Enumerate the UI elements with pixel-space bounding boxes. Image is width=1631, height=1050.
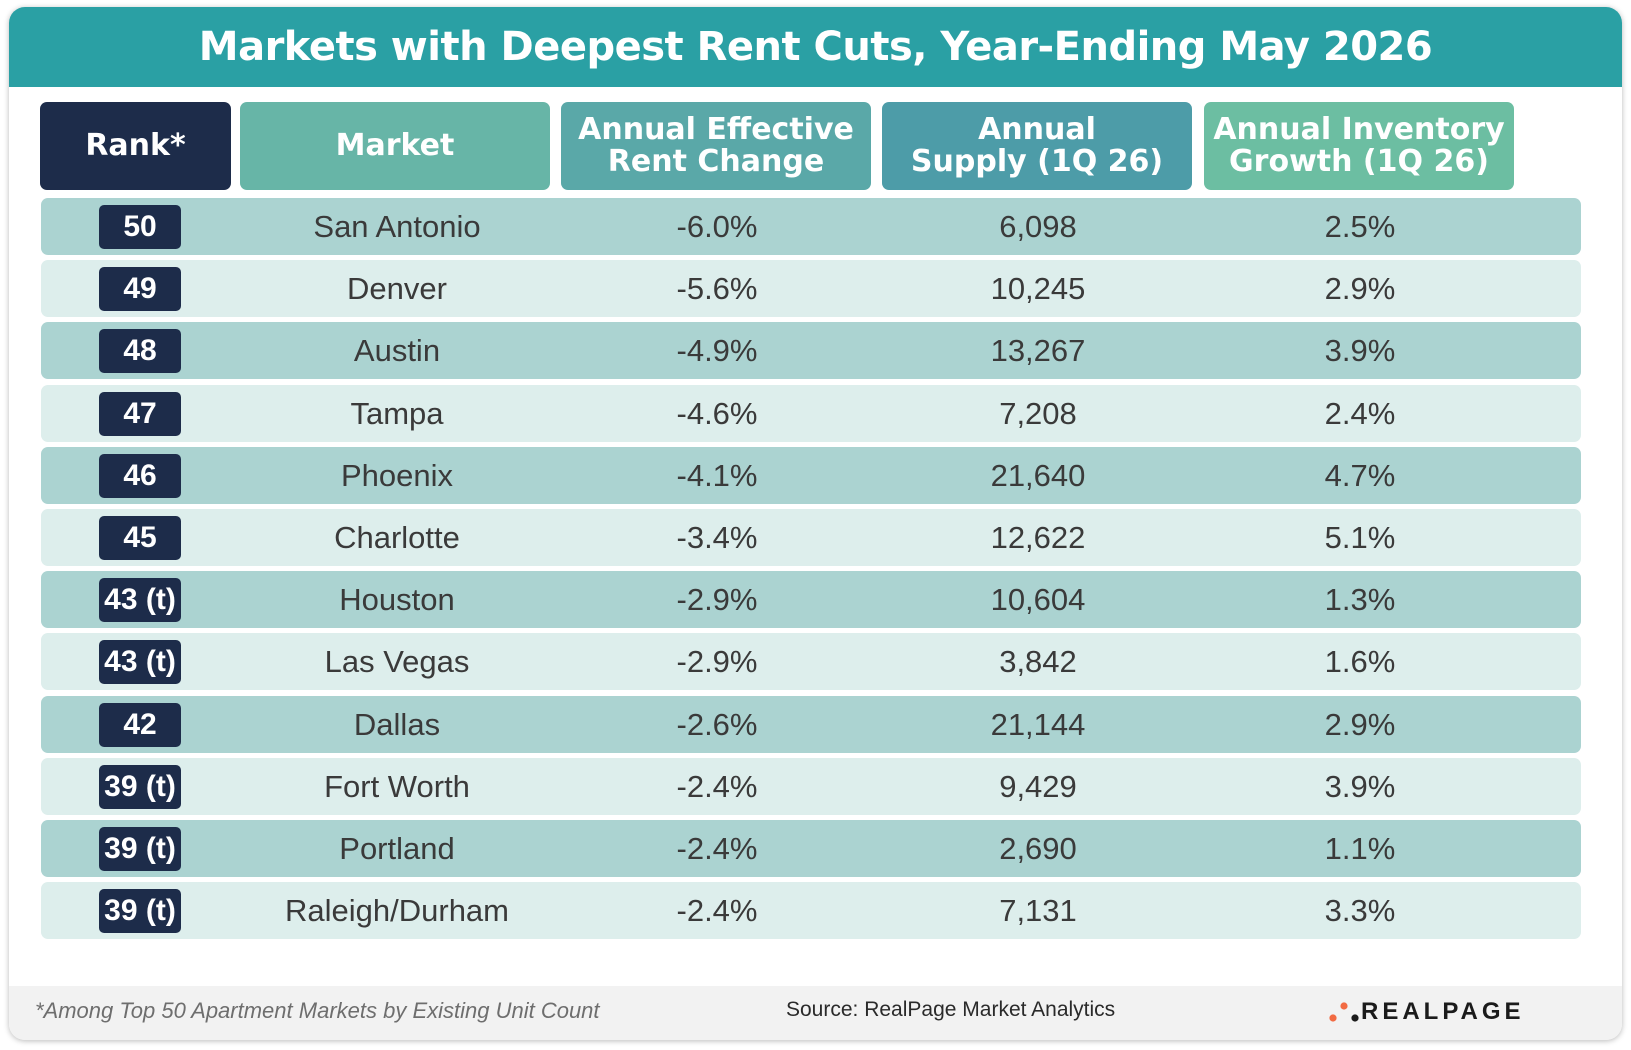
table-row: 47 Tampa -4.6% 7,208 2.4% <box>41 385 1581 442</box>
table-row: 39 (t) Portland -2.4% 2,690 1.1% <box>41 820 1581 877</box>
table-row: 50 San Antonio -6.0% 6,098 2.5% <box>41 198 1581 255</box>
supply-cell: 10,604 <box>990 582 1086 617</box>
supply-cell: 7,131 <box>999 893 1077 928</box>
rank-badge: 46 <box>99 454 181 498</box>
chart-card: Markets with Deepest Rent Cuts, Year-End… <box>9 7 1622 1040</box>
inventory-growth-cell: 2.9% <box>1324 707 1396 742</box>
inventory-growth-cell: 3.9% <box>1324 333 1396 368</box>
market-cell: Portland <box>339 831 455 866</box>
market-cell: San Antonio <box>313 209 481 244</box>
supply-cell: 10,245 <box>990 271 1086 306</box>
market-cell: Phoenix <box>340 458 454 493</box>
header-supply: Annual Supply (1Q 26) <box>882 102 1192 190</box>
footnote: *Among Top 50 Apartment Markets by Exist… <box>35 998 600 1023</box>
table-row: 43 (t) Houston -2.9% 10,604 1.3% <box>41 571 1581 628</box>
market-cell: Denver <box>347 271 447 306</box>
inventory-growth-cell: 1.6% <box>1324 644 1396 679</box>
supply-cell: 9,429 <box>999 769 1077 804</box>
rank-badge: 47 <box>99 392 181 436</box>
table-row: 48 Austin -4.9% 13,267 3.9% <box>41 322 1581 379</box>
rent-change-cell: -2.4% <box>676 769 758 804</box>
rank-badge: 43 (t) <box>99 578 181 622</box>
rank-badge: 45 <box>99 516 181 560</box>
table-row: 42 Dallas -2.6% 21,144 2.9% <box>41 696 1581 753</box>
rent-change-cell: -5.6% <box>676 271 758 306</box>
rank-badge: 39 (t) <box>99 765 181 809</box>
rent-change-cell: -6.0% <box>676 209 758 244</box>
footer: *Among Top 50 Apartment Markets by Exist… <box>9 986 1622 1040</box>
rank-badge: 42 <box>99 703 181 747</box>
supply-cell: 3,842 <box>999 644 1077 679</box>
inventory-growth-cell: 1.1% <box>1324 831 1396 866</box>
realpage-logo: REALPAGE <box>1327 992 1525 1032</box>
supply-cell: 12,622 <box>990 520 1086 555</box>
logo-wordmark: REALPAGE <box>1361 998 1525 1025</box>
inventory-growth-cell: 2.4% <box>1324 396 1396 431</box>
rent-change-cell: -2.6% <box>676 707 758 742</box>
rent-change-cell: -4.1% <box>676 458 758 493</box>
rank-badge: 43 (t) <box>99 640 181 684</box>
inventory-growth-cell: 4.7% <box>1324 458 1396 493</box>
inventory-growth-cell: 1.3% <box>1324 582 1396 617</box>
supply-cell: 21,144 <box>990 707 1086 742</box>
table-row: 45 Charlotte -3.4% 12,622 5.1% <box>41 509 1581 566</box>
rent-change-cell: -4.9% <box>676 333 758 368</box>
market-cell: Dallas <box>353 707 441 742</box>
rank-badge: 50 <box>99 205 181 249</box>
inventory-growth-cell: 3.3% <box>1324 893 1396 928</box>
rank-badge: 39 (t) <box>99 889 181 933</box>
rent-change-cell: -3.4% <box>676 520 758 555</box>
inventory-growth-cell: 3.9% <box>1324 769 1396 804</box>
inventory-growth-cell: 2.5% <box>1324 209 1396 244</box>
market-cell: Austin <box>353 333 441 368</box>
header-inventory-growth: Annual Inventory Growth (1Q 26) <box>1204 102 1514 190</box>
market-cell: Charlotte <box>334 520 460 555</box>
rent-change-cell: -2.9% <box>676 644 758 679</box>
supply-cell: 13,267 <box>990 333 1086 368</box>
header-market: Market <box>240 102 550 190</box>
realpage-dots-icon <box>1329 1002 1359 1022</box>
header-rank: Rank* <box>40 102 231 190</box>
supply-cell: 2,690 <box>999 831 1077 866</box>
table-row: 46 Phoenix -4.1% 21,640 4.7% <box>41 447 1581 504</box>
market-cell: Houston <box>339 582 455 617</box>
table-row: 39 (t) Fort Worth -2.4% 9,429 3.9% <box>41 758 1581 815</box>
header-rent-change: Annual Effective Rent Change <box>561 102 871 190</box>
table-row: 39 (t) Raleigh/Durham -2.4% 7,131 3.3% <box>41 882 1581 939</box>
market-cell: Raleigh/Durham <box>285 893 509 928</box>
market-cell: Las Vegas <box>324 644 470 679</box>
table-row: 43 (t) Las Vegas -2.9% 3,842 1.6% <box>41 633 1581 690</box>
supply-cell: 21,640 <box>990 458 1086 493</box>
rank-badge: 48 <box>99 329 181 373</box>
table-row: 49 Denver -5.6% 10,245 2.9% <box>41 260 1581 317</box>
chart-title: Markets with Deepest Rent Cuts, Year-End… <box>9 7 1622 87</box>
source-note: Source: RealPage Market Analytics <box>786 998 1116 1021</box>
rent-change-cell: -2.4% <box>676 893 758 928</box>
market-cell: Fort Worth <box>324 769 470 804</box>
inventory-growth-cell: 2.9% <box>1324 271 1396 306</box>
rent-change-cell: -2.4% <box>676 831 758 866</box>
rent-change-cell: -2.9% <box>676 582 758 617</box>
inventory-growth-cell: 5.1% <box>1324 520 1396 555</box>
rank-badge: 49 <box>99 267 181 311</box>
rent-change-cell: -4.6% <box>676 396 758 431</box>
market-cell: Tampa <box>350 396 444 431</box>
supply-cell: 6,098 <box>999 209 1077 244</box>
supply-cell: 7,208 <box>999 396 1077 431</box>
rank-badge: 39 (t) <box>99 827 181 871</box>
